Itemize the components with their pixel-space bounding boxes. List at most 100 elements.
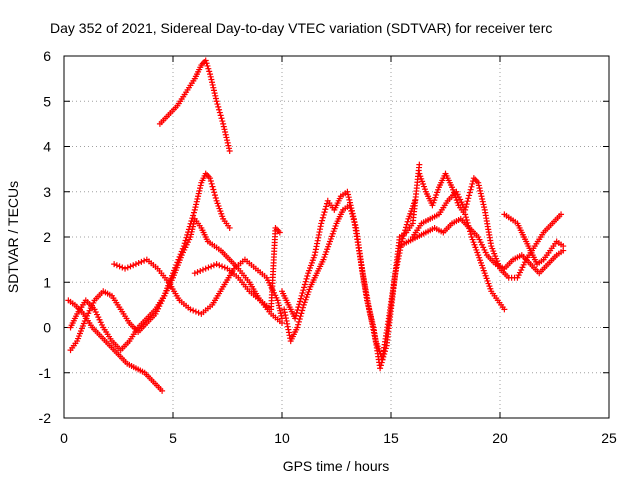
data-point	[212, 92, 219, 99]
data-point	[174, 259, 181, 266]
data-point	[181, 240, 188, 247]
series-track-3	[67, 215, 285, 354]
data-point	[182, 237, 189, 244]
data-point	[191, 270, 198, 277]
data-point	[159, 387, 166, 394]
data-point	[558, 211, 565, 218]
x-axis-label: GPS time / hours	[283, 458, 390, 474]
data-point	[209, 183, 216, 190]
data-point	[177, 251, 184, 258]
data-point	[480, 201, 487, 208]
data-point	[320, 211, 327, 218]
data-point	[477, 190, 484, 197]
y-tick-label: 4	[43, 139, 51, 155]
data-point	[207, 71, 214, 78]
data-point	[349, 213, 356, 220]
data-point	[301, 281, 308, 288]
data-point	[199, 266, 206, 273]
data-point	[501, 306, 508, 313]
data-point	[479, 195, 486, 202]
data-point	[465, 195, 472, 202]
data-point	[347, 205, 354, 212]
data-point	[175, 256, 182, 263]
data-point	[210, 262, 217, 269]
data-point	[302, 278, 309, 285]
y-tick-label: 2	[43, 229, 51, 245]
data-point	[211, 189, 218, 196]
data-point	[197, 185, 204, 192]
data-points	[65, 57, 567, 394]
data-point	[207, 73, 214, 80]
x-tick-label: 15	[383, 430, 399, 446]
data-point	[172, 264, 179, 271]
data-point	[345, 194, 352, 201]
y-tick-labels: -2 -1 0 1 2 3 4 5 6	[39, 48, 52, 426]
series-track-8	[281, 197, 418, 363]
data-point	[466, 192, 473, 199]
data-point	[213, 261, 220, 268]
data-point	[298, 310, 305, 317]
data-point	[202, 57, 209, 64]
data-point	[345, 191, 352, 198]
data-point	[298, 292, 305, 299]
data-point	[205, 65, 212, 72]
y-tick-label: 6	[43, 48, 51, 64]
data-point	[276, 229, 283, 236]
data-point	[176, 253, 183, 260]
data-point	[299, 307, 306, 314]
data-point	[478, 193, 485, 200]
data-point	[208, 180, 215, 187]
data-point	[141, 257, 148, 264]
data-point	[211, 192, 218, 199]
data-point	[127, 263, 134, 270]
data-point	[210, 84, 217, 91]
chart-title: Day 352 of 2021, Sidereal Day-to-day VTE…	[50, 20, 552, 36]
y-tick-label: -1	[39, 365, 52, 381]
data-point	[411, 197, 418, 204]
data-point	[560, 243, 567, 250]
data-point	[468, 183, 475, 190]
data-point	[224, 137, 231, 144]
data-point	[135, 260, 142, 267]
data-point	[170, 270, 176, 277]
data-point	[401, 230, 408, 237]
data-point	[195, 193, 202, 200]
series-track-4	[67, 170, 233, 354]
data-point	[214, 101, 221, 108]
data-point	[119, 264, 126, 271]
data-point	[191, 206, 198, 213]
data-point	[208, 76, 215, 83]
y-tick-label: 3	[43, 184, 51, 200]
data-point	[122, 265, 129, 272]
y-tick-label: -2	[39, 410, 52, 426]
data-point	[180, 243, 187, 250]
data-point	[297, 313, 304, 320]
data-point	[479, 198, 486, 205]
data-point	[209, 79, 216, 86]
data-point	[475, 182, 482, 189]
data-point	[346, 202, 353, 209]
data-point	[206, 68, 213, 75]
data-point	[301, 284, 308, 291]
x-tick-label: 0	[60, 430, 68, 446]
data-point	[171, 267, 178, 274]
data-point	[476, 185, 483, 192]
series-track-5	[111, 256, 285, 322]
x-tick-label: 10	[274, 430, 290, 446]
series-track-6	[191, 224, 283, 313]
data-point	[213, 98, 220, 105]
data-point	[223, 134, 230, 141]
data-point	[187, 220, 194, 227]
y-tick-label: 5	[43, 93, 51, 109]
data-point	[132, 261, 139, 268]
data-point	[216, 262, 223, 269]
data-point	[350, 216, 357, 223]
data-point	[321, 209, 328, 216]
data-point	[192, 204, 199, 211]
grid-lines	[64, 56, 609, 418]
data-point	[477, 187, 484, 194]
x-tick-labels: 0 5 10 15 20 25	[60, 430, 617, 446]
data-point	[295, 321, 302, 328]
data-point	[481, 204, 488, 211]
